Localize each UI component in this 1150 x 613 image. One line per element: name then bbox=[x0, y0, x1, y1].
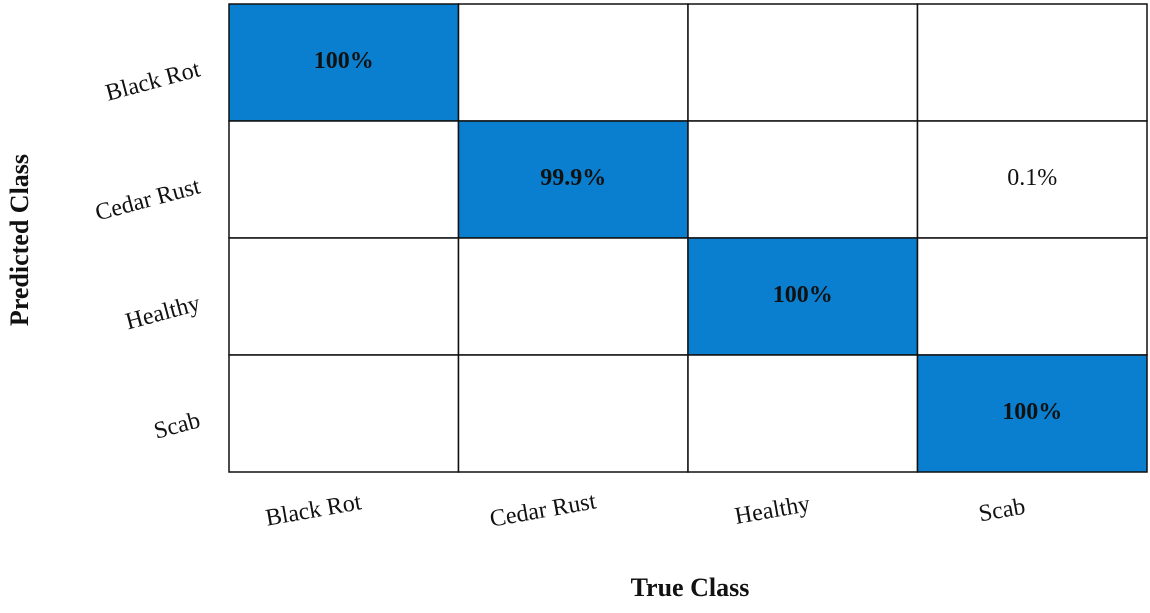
y-tick-label: Black Rot bbox=[103, 56, 203, 106]
cell bbox=[457, 3, 689, 122]
y-tick-label: Scab bbox=[151, 407, 203, 444]
cell bbox=[687, 3, 919, 122]
cell bbox=[916, 120, 1148, 239]
x-tick-label: Scab bbox=[977, 494, 1027, 528]
cell-label: 99.9% bbox=[540, 165, 606, 191]
cell bbox=[228, 354, 460, 473]
cell bbox=[228, 3, 460, 122]
x-tick-label: Cedar Rust bbox=[488, 488, 599, 532]
cell bbox=[457, 120, 689, 239]
cell bbox=[916, 237, 1148, 356]
y-tick-label: Cedar Rust bbox=[93, 173, 204, 226]
cell-label: 0.1% bbox=[1007, 165, 1057, 191]
cell bbox=[687, 237, 919, 356]
y-tick-label: Healthy bbox=[123, 290, 203, 335]
cell bbox=[687, 354, 919, 473]
cell bbox=[457, 354, 689, 473]
cell-label: 100% bbox=[773, 282, 833, 308]
cell bbox=[457, 237, 689, 356]
y-axis-title: Predicted Class bbox=[5, 154, 34, 326]
cell bbox=[228, 120, 460, 239]
cell bbox=[687, 120, 919, 239]
cell bbox=[228, 237, 460, 356]
cell-label: 100% bbox=[314, 48, 374, 74]
x-tick-label: Healthy bbox=[733, 491, 812, 530]
cell bbox=[916, 3, 1148, 122]
x-tick-label: Black Rot bbox=[264, 489, 364, 531]
cell bbox=[916, 354, 1148, 473]
x-axis-title: True Class bbox=[631, 573, 750, 602]
cell-label: 100% bbox=[1002, 399, 1062, 425]
